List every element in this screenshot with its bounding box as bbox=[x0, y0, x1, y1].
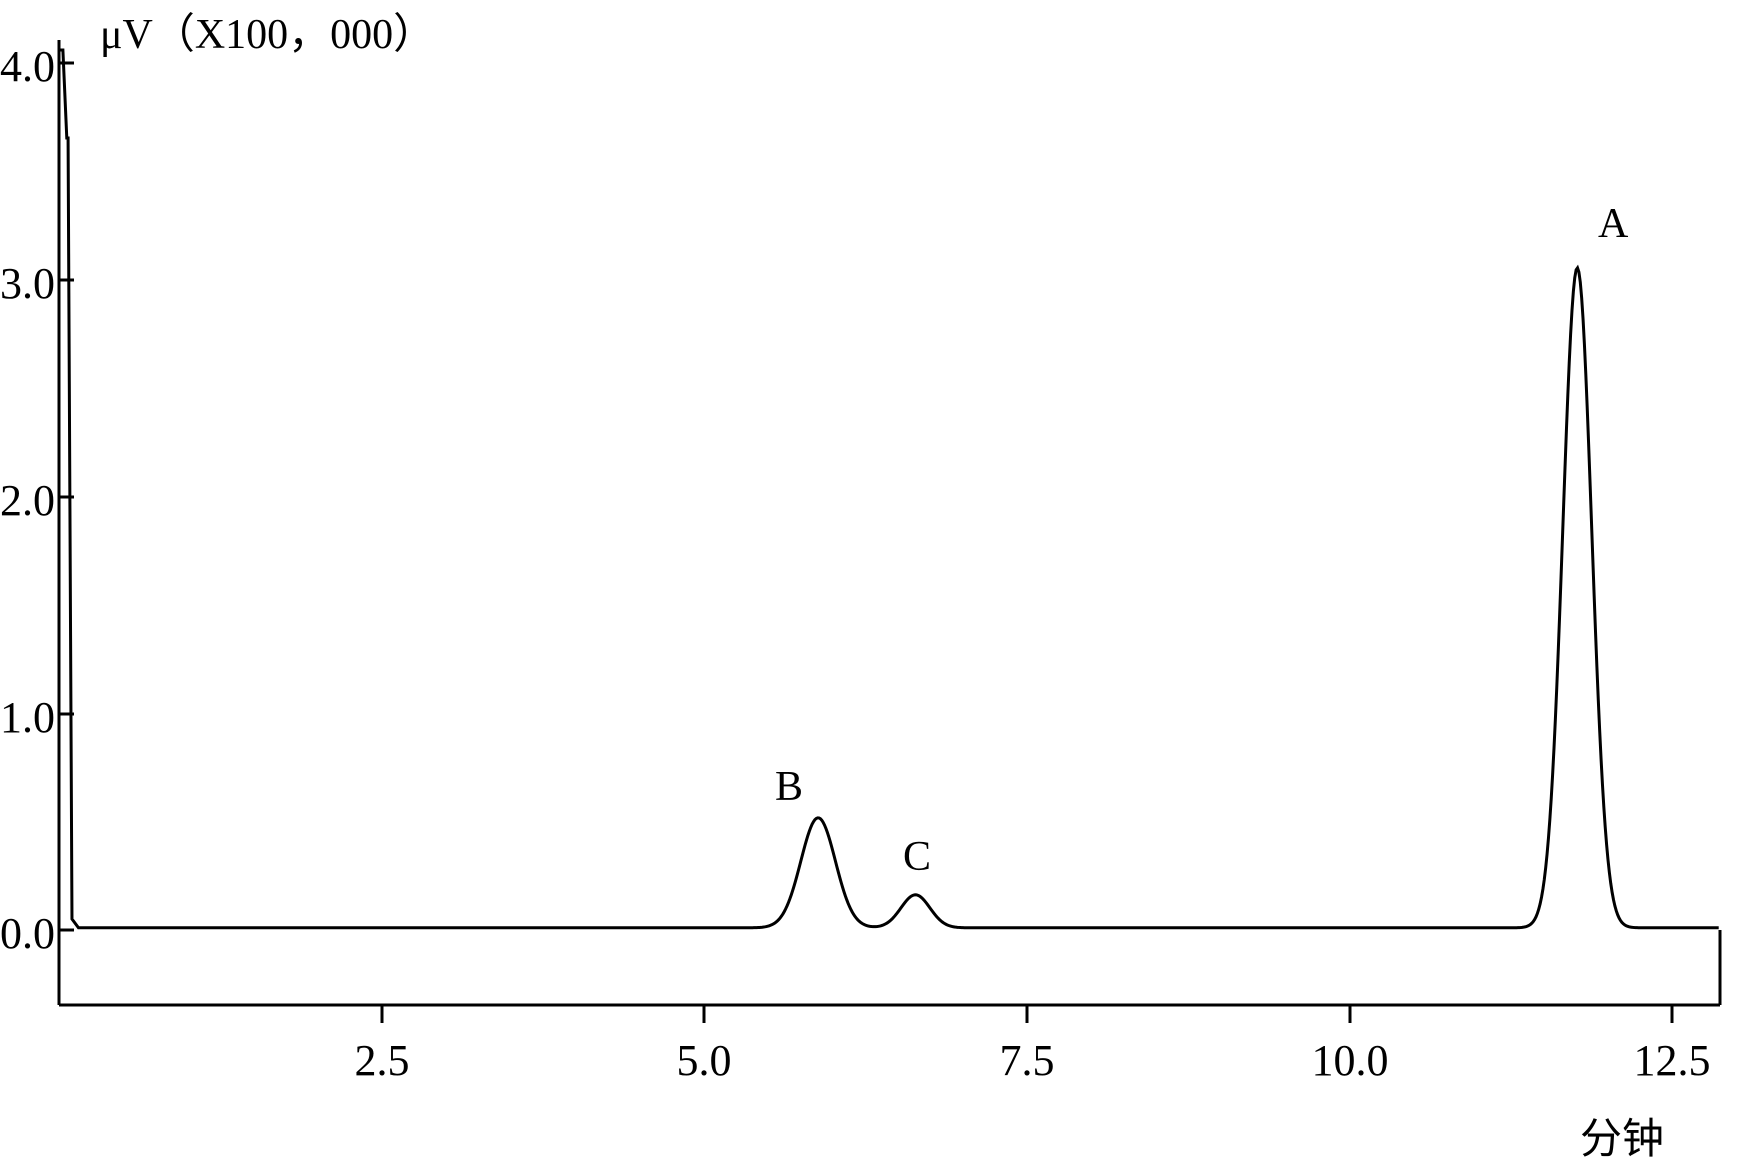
x-tick-label: 5.0 bbox=[654, 1035, 754, 1086]
x-tick-label: 7.5 bbox=[977, 1035, 1077, 1086]
y-tick-label: 3.0 bbox=[0, 258, 55, 309]
y-tick-label: 1.0 bbox=[0, 692, 55, 743]
chromatogram-trace bbox=[59, 50, 1719, 928]
chromatogram-chart: μV（X100，000） 分钟 0.0 1.0 2.0 3.0 4.0 2.5 5.0 7.… bbox=[0, 0, 1737, 1165]
x-tick-label: 10.0 bbox=[1300, 1035, 1400, 1086]
chart-svg bbox=[0, 0, 1737, 1165]
x-tick-label: 2.5 bbox=[332, 1035, 432, 1086]
y-tick-label: 0.0 bbox=[0, 908, 55, 959]
peak-label-a: A bbox=[1598, 200, 1628, 248]
y-tick-label: 4.0 bbox=[0, 41, 55, 92]
peak-label-b: B bbox=[775, 763, 803, 811]
x-tick-label: 12.5 bbox=[1622, 1035, 1722, 1086]
peak-label-c: C bbox=[903, 833, 931, 881]
y-axis-title: μV（X100，000） bbox=[100, 0, 435, 61]
x-axis-title: 分钟 bbox=[1580, 1105, 1664, 1166]
y-tick-label: 2.0 bbox=[0, 475, 55, 526]
